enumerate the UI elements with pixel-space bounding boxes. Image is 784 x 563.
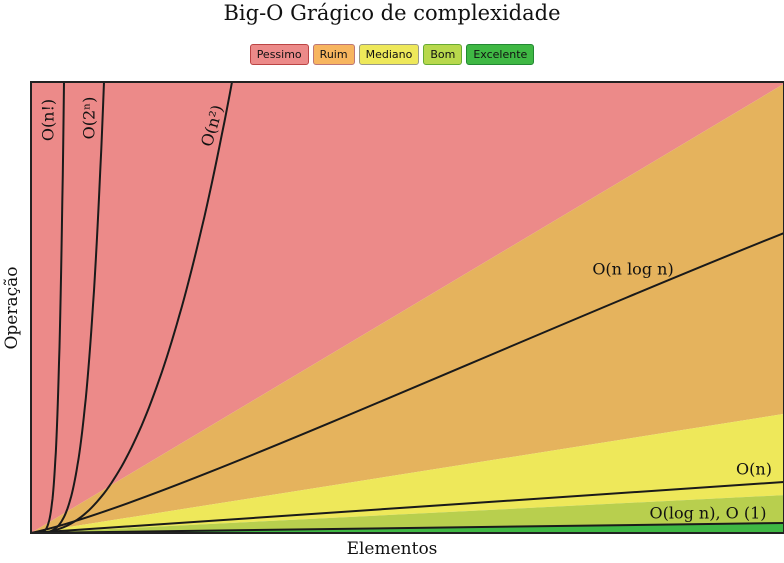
legend-item-pessimo: Pessimo [249, 44, 309, 65]
curve-linear [30, 481, 784, 534]
curve-label-linear: O(n) [736, 460, 772, 479]
curve-label-factorial: O(n!) [39, 99, 58, 141]
legend-item-ruim: Ruim [312, 44, 355, 65]
legend-item-mediano: Mediano [358, 44, 420, 65]
y-axis-label: Operação [2, 266, 22, 350]
curve-label-nlogn: O(n log n) [592, 260, 673, 279]
curve-nlogn [30, 232, 784, 534]
legend: Pessimo Ruim Mediano Bom Excelente [0, 44, 784, 65]
curve-label-constant: O(log n), O (1) [649, 504, 766, 523]
legend-item-bom: Bom [423, 44, 463, 65]
legend-item-excelente: Excelente [466, 44, 535, 65]
curve-label-exponential: O(2ⁿ) [80, 97, 99, 140]
curve-quadratic [31, 81, 233, 534]
x-axis-label: Elementos [346, 539, 438, 559]
region-pessimo [31, 82, 784, 533]
plot-frame [30, 81, 784, 534]
curve-constant [30, 522, 784, 534]
region-mediano [31, 413, 784, 533]
chart-title: Big-O Grágico de complexidade [223, 1, 561, 25]
region-ruim [31, 83, 784, 533]
region-bom [31, 495, 784, 533]
